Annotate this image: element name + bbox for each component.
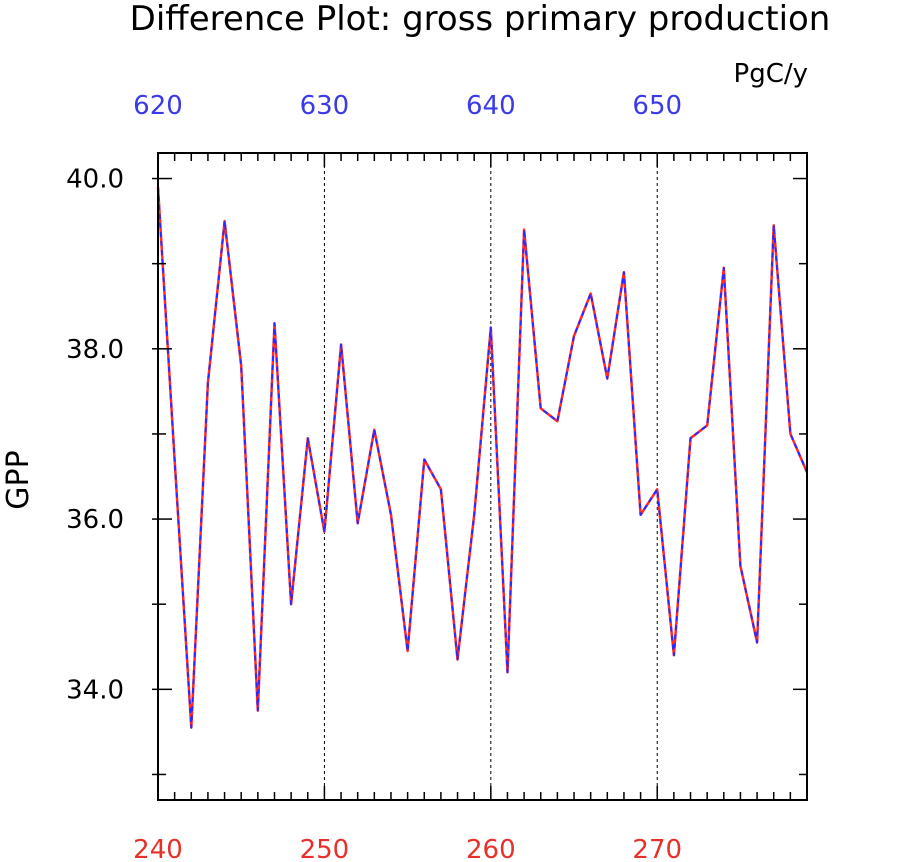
gridlines (323, 153, 658, 800)
units-label: PgC/y (734, 59, 808, 89)
y-axis-label: GPP (1, 450, 36, 509)
series-line-a (156, 187, 809, 729)
x-tick-label-top: 640 (466, 91, 516, 121)
plot-frame (157, 152, 808, 801)
x-tick-label-bottom: 260 (466, 835, 516, 862)
y-tick-label: 36.0 (66, 505, 124, 535)
y-tick-label: 34.0 (66, 675, 124, 705)
x-tick-label-bottom: 240 (133, 835, 183, 862)
chart-title: Difference Plot: gross primary productio… (130, 0, 831, 39)
series-line-b (157, 187, 808, 729)
y-tick-label: 38.0 (66, 335, 124, 365)
tick-marks (152, 153, 808, 800)
x-tick-label-bottom: 250 (300, 835, 350, 862)
tick-labels: 34.0 36.0 38.0 40.0 240 250 260 270 620 630 640 650 (66, 91, 682, 862)
series-layer (156, 187, 809, 729)
x-tick-label-top: 620 (133, 91, 183, 121)
x-tick-label-bottom: 270 (632, 835, 682, 862)
y-tick-label: 40.0 (66, 165, 124, 195)
x-tick-label-top: 650 (632, 91, 682, 121)
x-tick-label-top: 630 (300, 91, 350, 121)
